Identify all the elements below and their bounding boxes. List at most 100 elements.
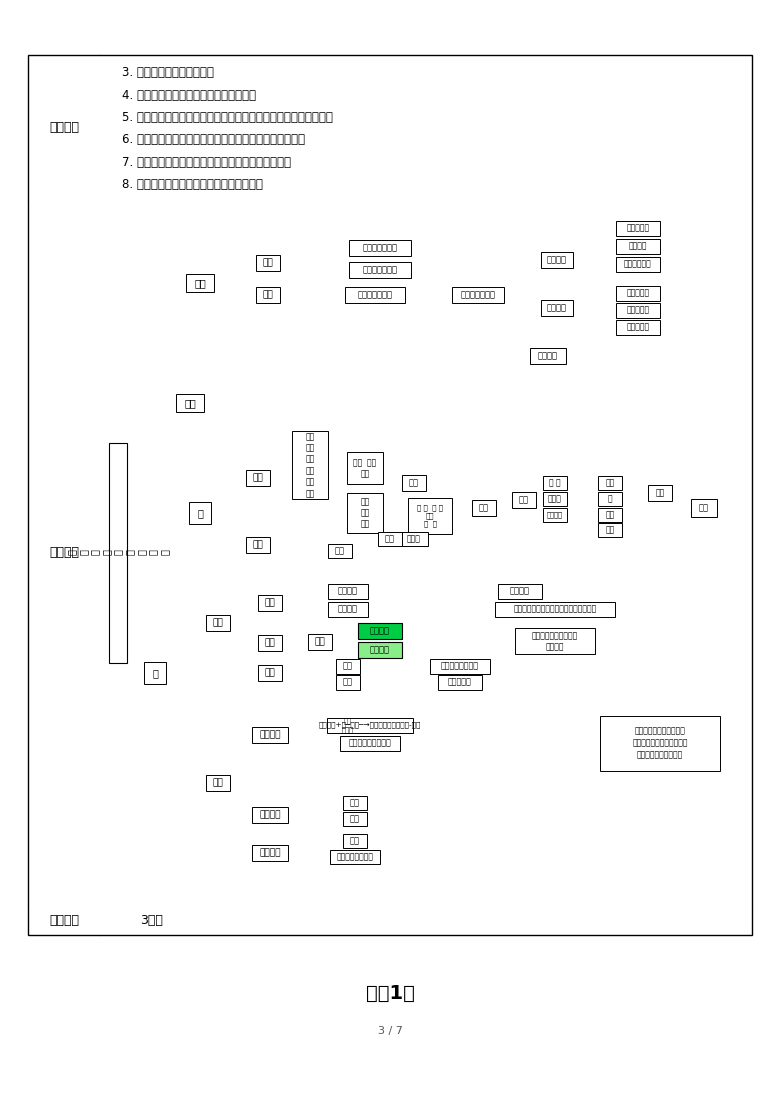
Text: 6. 举例说明绿色植物光合作用原理在农业生产上的应用；: 6. 举例说明绿色植物光合作用原理在农业生产上的应用；	[122, 133, 305, 147]
FancyBboxPatch shape	[543, 492, 567, 506]
Text: 保卫细胞: 保卫细胞	[338, 604, 358, 613]
FancyBboxPatch shape	[336, 675, 360, 689]
Text: 果皮: 果皮	[605, 525, 615, 535]
Text: 以上表达式包含了光合作
用的原料、产物、条件。实
际也包含了概念和意义: 以上表达式包含了光合作 用的原料、产物、条件。实 际也包含了概念和意义	[633, 727, 688, 759]
Text: 与生产生活的关系: 与生产生活的关系	[336, 853, 374, 861]
Text: 珠 被: 珠 被	[549, 479, 561, 488]
FancyBboxPatch shape	[328, 583, 368, 599]
Text: 自身条件: 自身条件	[547, 256, 567, 265]
FancyBboxPatch shape	[258, 665, 282, 681]
Text: 叶肉: 叶肉	[264, 639, 275, 647]
Text: 课时1：: 课时1：	[366, 984, 414, 1003]
Text: 外界条件: 外界条件	[547, 303, 567, 312]
FancyBboxPatch shape	[343, 796, 367, 810]
Text: 胚 珠  珠 被
胚囊
极  核: 胚 珠 珠 被 胚囊 极 核	[417, 504, 443, 527]
Text: 花梗
花托
花萼
花瓣
雄蕊
雌蕊: 花梗 花托 花萼 花瓣 雄蕊 雌蕊	[306, 432, 314, 499]
FancyBboxPatch shape	[206, 775, 230, 791]
FancyBboxPatch shape	[109, 442, 127, 663]
Text: 受精极核: 受精极核	[547, 512, 563, 518]
FancyBboxPatch shape	[648, 485, 672, 501]
FancyBboxPatch shape	[340, 736, 400, 750]
Text: 知识网络: 知识网络	[49, 546, 79, 559]
Text: 果实: 果实	[184, 398, 196, 408]
Text: 导管: 导管	[343, 662, 353, 671]
Text: 果实: 果实	[699, 503, 709, 513]
Text: 叶绿体: 叶绿体	[342, 726, 354, 732]
FancyBboxPatch shape	[616, 320, 660, 334]
Text: 8. 描述绿色植物在生物圈水循环中的作用。: 8. 描述绿色植物在生物圈水循环中的作用。	[122, 178, 263, 191]
FancyBboxPatch shape	[600, 716, 720, 771]
FancyBboxPatch shape	[258, 635, 282, 651]
Text: 课时安排: 课时安排	[49, 913, 79, 927]
FancyBboxPatch shape	[176, 394, 204, 413]
Text: 不处于休眠期: 不处于休眠期	[624, 259, 652, 268]
Text: 无色透明: 无色透明	[510, 587, 530, 596]
FancyBboxPatch shape	[408, 497, 452, 534]
Text: 表皮细胞: 表皮细胞	[338, 587, 358, 596]
FancyBboxPatch shape	[495, 601, 615, 617]
Text: 发育: 发育	[519, 495, 529, 504]
Text: 光能: 光能	[344, 717, 352, 724]
FancyBboxPatch shape	[598, 508, 622, 522]
Text: 叶脉: 叶脉	[264, 668, 275, 677]
Text: 叶肉: 叶肉	[314, 638, 325, 646]
FancyBboxPatch shape	[330, 850, 380, 864]
Text: 传粉: 传粉	[335, 546, 345, 556]
Text: 海绵组织: 海绵组织	[370, 645, 390, 654]
Text: 运输有机物: 运输有机物	[448, 677, 472, 686]
Text: 光合作用与生产生活: 光合作用与生产生活	[349, 739, 392, 748]
FancyBboxPatch shape	[402, 475, 426, 491]
FancyBboxPatch shape	[328, 544, 352, 558]
Text: 子房壁: 子房壁	[407, 535, 421, 544]
Text: 5. 描述绿色植物的三个生理过程光合作用、呼吸作用和蒸腾作用；: 5. 描述绿色植物的三个生理过程光合作用、呼吸作用和蒸腾作用；	[122, 111, 333, 124]
FancyBboxPatch shape	[530, 349, 566, 364]
Text: 受精: 受精	[385, 535, 395, 544]
Text: 光合作用: 光合作用	[259, 730, 281, 739]
FancyBboxPatch shape	[598, 476, 622, 490]
Text: 双子叶植物种子: 双子叶植物种子	[363, 244, 398, 253]
Text: 种子萌发的条件: 种子萌发的条件	[460, 290, 495, 300]
FancyBboxPatch shape	[452, 287, 504, 303]
Text: 功能: 功能	[213, 779, 223, 788]
Text: 生
物
圈
中
的
绿
色
植
物: 生 物 圈 中 的 绿 色 植 物	[66, 549, 169, 556]
FancyBboxPatch shape	[512, 492, 536, 508]
Text: 单子叶植物种子: 单子叶植物种子	[363, 266, 398, 275]
FancyBboxPatch shape	[186, 274, 214, 292]
FancyBboxPatch shape	[358, 642, 402, 658]
FancyBboxPatch shape	[206, 615, 230, 631]
Text: 传粉: 传粉	[409, 479, 419, 488]
FancyBboxPatch shape	[345, 287, 405, 303]
FancyBboxPatch shape	[252, 807, 288, 823]
Text: 概念: 概念	[350, 836, 360, 846]
FancyBboxPatch shape	[252, 727, 288, 743]
Text: 中考导航: 中考导航	[49, 121, 79, 133]
FancyBboxPatch shape	[430, 658, 490, 674]
Text: 胚是完整的: 胚是完整的	[626, 224, 650, 233]
Text: 花: 花	[197, 508, 203, 518]
Text: 表皮: 表皮	[264, 599, 275, 608]
Text: 栅栏组织: 栅栏组织	[370, 627, 390, 635]
FancyBboxPatch shape	[438, 675, 482, 689]
FancyBboxPatch shape	[598, 492, 622, 506]
Text: 叶: 叶	[152, 668, 158, 678]
FancyBboxPatch shape	[541, 300, 573, 315]
Text: 种子: 种子	[194, 278, 206, 288]
FancyBboxPatch shape	[616, 286, 660, 300]
Text: 3. 概述开花和结果的过程；: 3. 概述开花和结果的过程；	[122, 66, 214, 79]
Text: 功能: 功能	[263, 290, 273, 300]
Text: 受精: 受精	[479, 503, 489, 513]
Text: 二氧化碳+水─光能─→有机物（储有能量）-氧气: 二氧化碳+水─光能─→有机物（储有能量）-氧气	[319, 721, 421, 728]
FancyBboxPatch shape	[246, 470, 270, 486]
FancyBboxPatch shape	[327, 717, 413, 732]
FancyBboxPatch shape	[258, 595, 282, 611]
FancyBboxPatch shape	[472, 500, 496, 516]
Text: 筛管: 筛管	[343, 677, 353, 686]
FancyBboxPatch shape	[308, 634, 332, 650]
Text: 结构: 结构	[213, 619, 223, 628]
FancyBboxPatch shape	[256, 255, 280, 271]
Text: 形成气孔，气体进出的门户，一般背面多: 形成气孔，气体进出的门户，一般背面多	[513, 604, 597, 613]
Text: 意义: 意义	[350, 814, 360, 824]
Text: 探究活动: 探究活动	[538, 352, 558, 361]
FancyBboxPatch shape	[252, 845, 288, 861]
Text: 充足的空气: 充足的空气	[626, 306, 650, 314]
